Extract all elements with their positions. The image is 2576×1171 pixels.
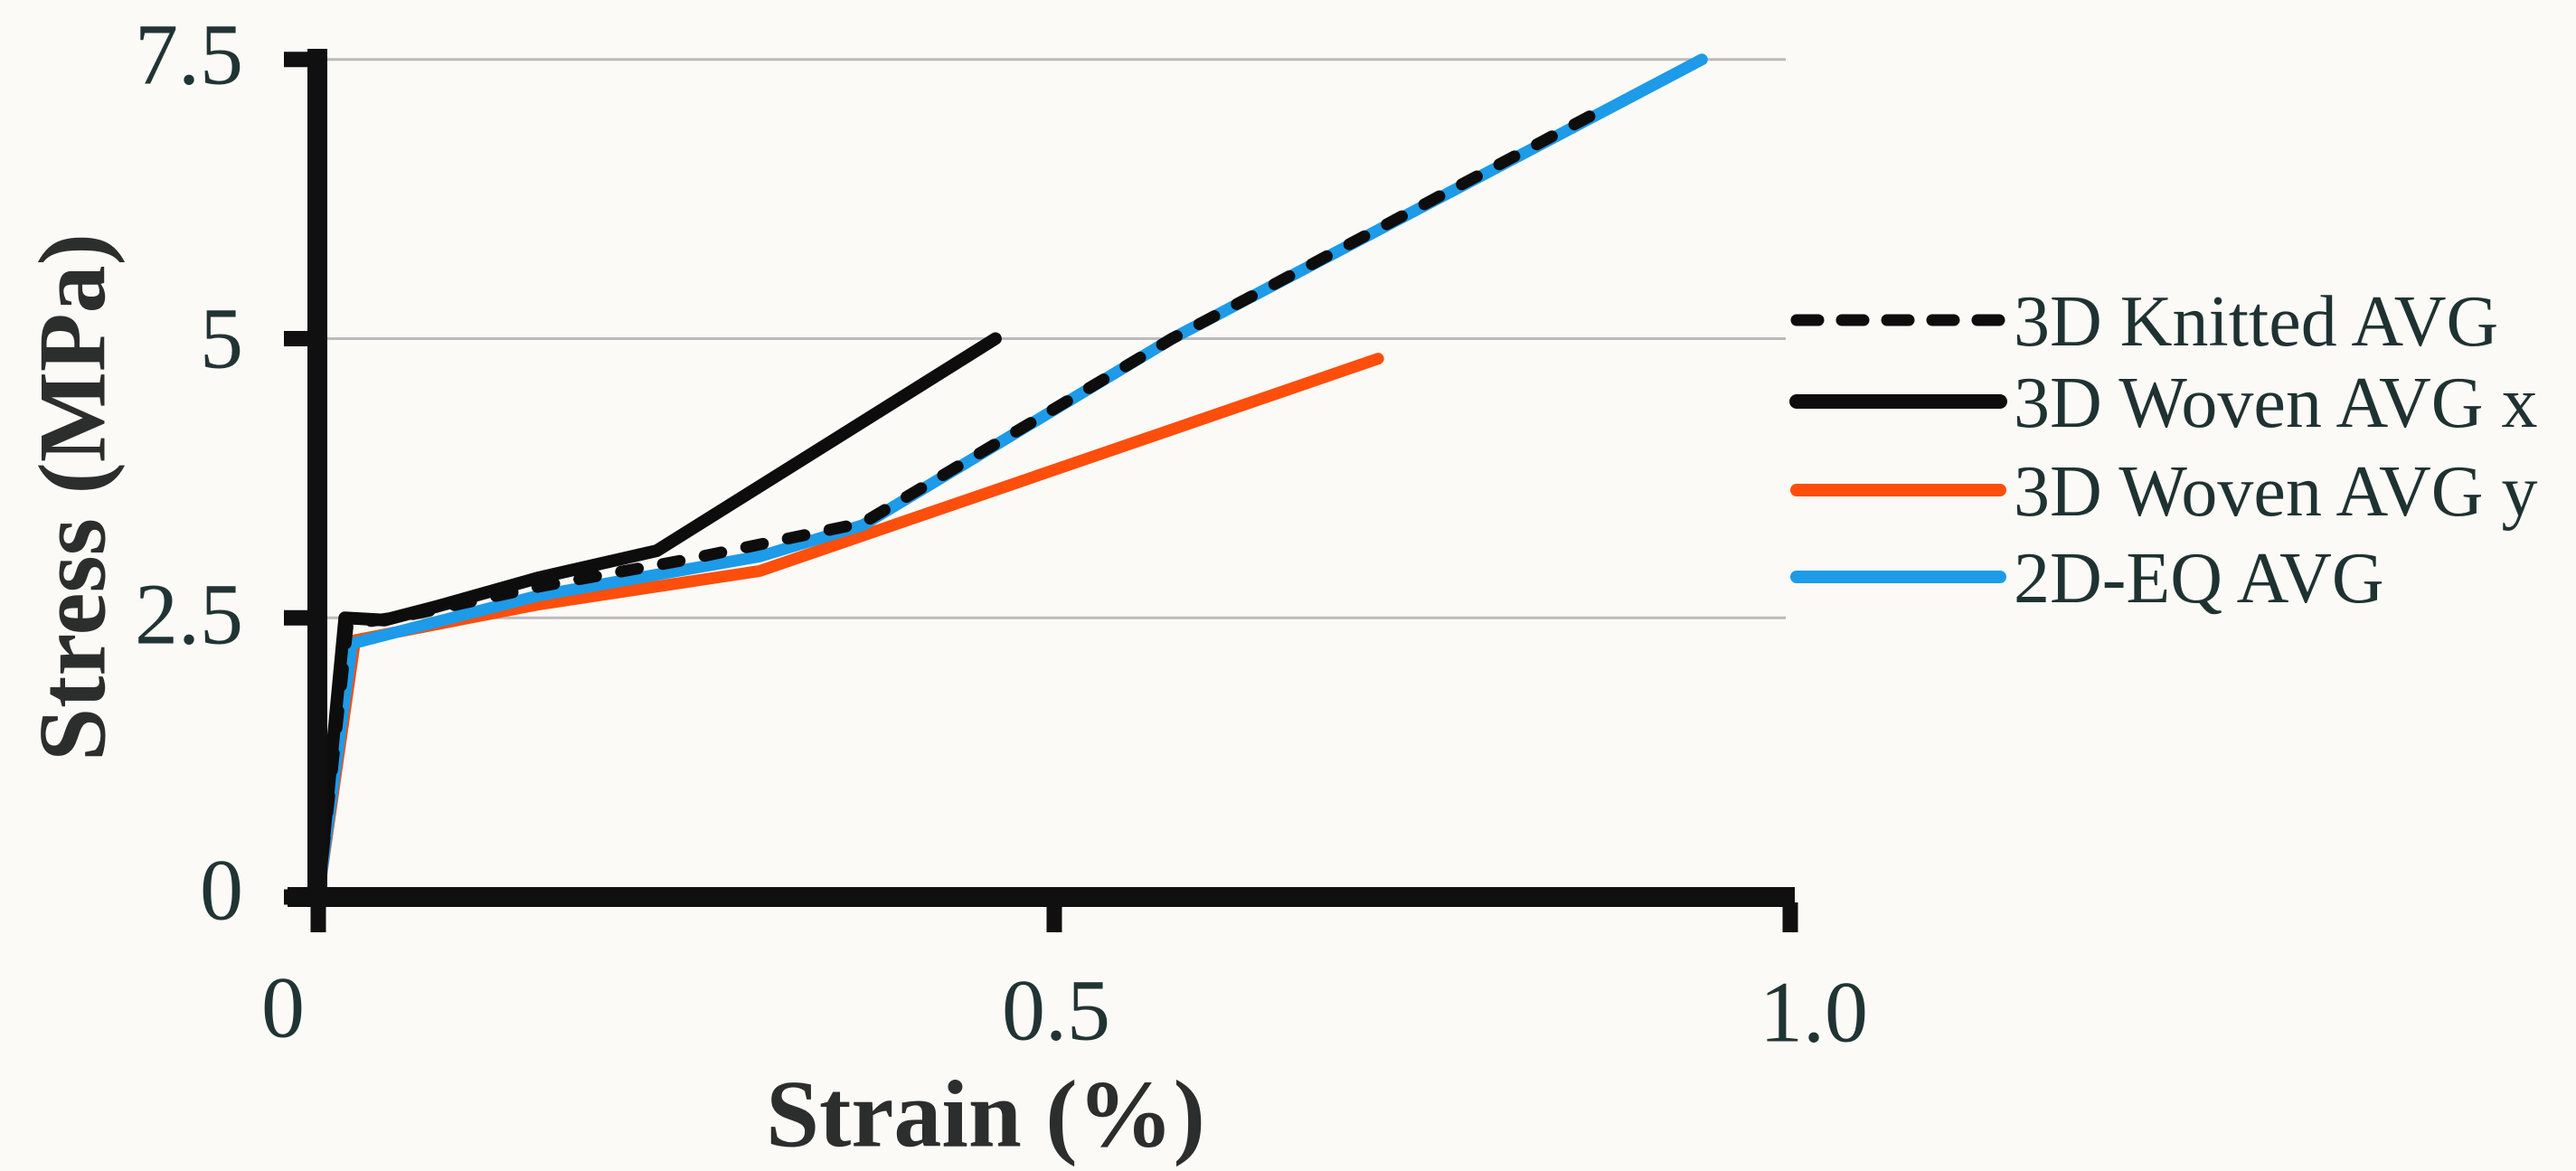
legend-label: 3D Knitted AVG [2014, 282, 2498, 362]
legend-item-2d-eq-avg: 2D-EQ AVG [1790, 539, 2384, 619]
y-axis-tick-labels: 7.5 5 2.5 0 [135, 6, 243, 939]
x-tick-label-0: 0 [261, 959, 305, 1056]
series-line-3d-woven-avg-x [312, 332, 1002, 903]
axes [284, 49, 1798, 932]
y-tick-label-2-5: 2.5 [135, 566, 243, 663]
y-tick-label-7-5: 7.5 [135, 6, 243, 103]
legend-item-3d-woven-avg-y: 3D Woven AVG y [1790, 452, 2538, 532]
x-axis-tick-labels: 0 0.5 1.0 [261, 959, 1868, 1061]
legend-item-3d-woven-avg-x: 3D Woven AVG x [1789, 364, 2538, 443]
x-axis-title: Strain (%) [766, 1062, 1205, 1167]
y-tick-label-5: 5 [200, 290, 243, 387]
y-axis-ticks [284, 52, 318, 905]
legend-label: 3D Woven AVG y [2014, 452, 2538, 532]
legend-label: 3D Woven AVG x [2014, 364, 2538, 443]
gridlines [324, 58, 1786, 619]
y-axis-title: Stress (MPa) [20, 233, 126, 761]
series-line-3d-knitted-avg [312, 109, 1598, 903]
x-tick-label-1-0: 1.0 [1760, 964, 1868, 1061]
y-tick-label-0: 0 [200, 842, 243, 939]
x-tick-label-0-5: 0.5 [1002, 962, 1110, 1059]
series-lines [312, 53, 1708, 903]
legend-label: 2D-EQ AVG [2014, 539, 2384, 619]
legend-item-3d-knitted-avg: 3D Knitted AVG [1790, 282, 2498, 362]
x-axis-ticks [310, 902, 1798, 932]
